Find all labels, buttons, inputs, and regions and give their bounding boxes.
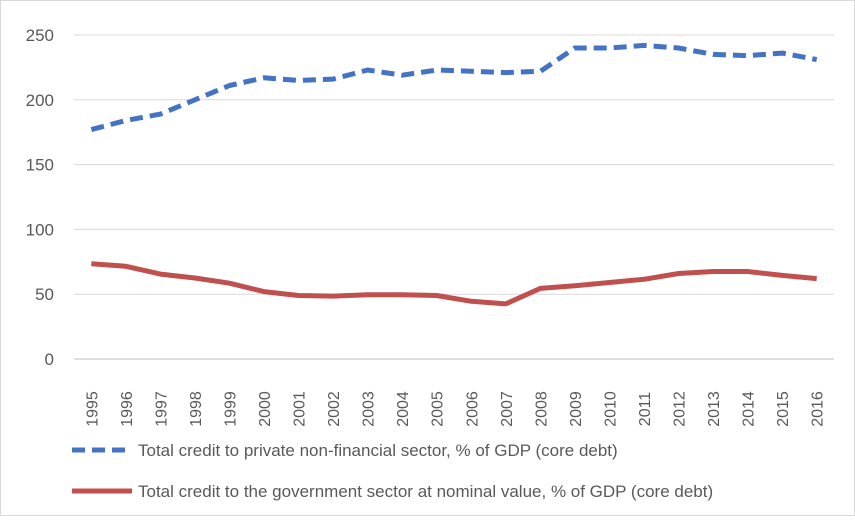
x-tick-label: 2008 [533, 391, 550, 427]
legend-label-2: Total credit to the government sector at… [138, 482, 713, 501]
x-tick-label: 2002 [326, 391, 343, 427]
y-tick-label: 250 [26, 26, 54, 45]
y-tick-label: 100 [26, 220, 54, 239]
x-tick-label: 2000 [257, 391, 274, 427]
x-tick-label: 2005 [430, 391, 447, 427]
y-tick-label: 0 [45, 350, 54, 369]
x-tick-label: 2015 [775, 391, 792, 427]
x-tick-label: 2004 [395, 391, 412, 427]
x-tick-label: 2003 [361, 391, 378, 427]
x-tick-label: 2007 [499, 391, 516, 427]
series-line-1 [90, 42, 818, 133]
x-tick-label: 2014 [741, 391, 758, 427]
y-tick-label: 50 [35, 285, 54, 304]
x-tick-label: 2010 [602, 391, 619, 427]
x-tick-label: 1997 [153, 391, 170, 427]
x-tick-label: 2013 [706, 391, 723, 427]
x-tick-label: 1996 [119, 391, 136, 427]
x-tick-label: 2011 [637, 392, 654, 427]
x-tick-label: 1999 [222, 391, 239, 427]
y-tick-label: 150 [26, 156, 54, 175]
x-tick-label: 2006 [464, 391, 481, 427]
y-tick-label: 200 [26, 91, 54, 110]
legend-label-1: Total credit to private non-financial se… [138, 441, 618, 460]
series-lines [90, 42, 818, 307]
x-tick-label: 1998 [188, 391, 205, 427]
legend: Total credit to private non-financial se… [72, 441, 713, 501]
x-tick-label: 2016 [810, 391, 827, 427]
x-axis-ticks: 1995 1996 1997 1998 1999 2000 2001 2002 2003 2004… [84, 391, 826, 427]
x-tick-label: 2001 [292, 391, 309, 427]
y-axis-ticks: 0 50 100 150 200 250 [26, 26, 54, 369]
series-line-2 [91, 261, 817, 307]
x-tick-label: 2012 [672, 391, 689, 427]
x-tick-label: 1995 [84, 391, 101, 427]
gridlines [74, 34, 834, 360]
x-tick-label: 2009 [568, 391, 585, 427]
